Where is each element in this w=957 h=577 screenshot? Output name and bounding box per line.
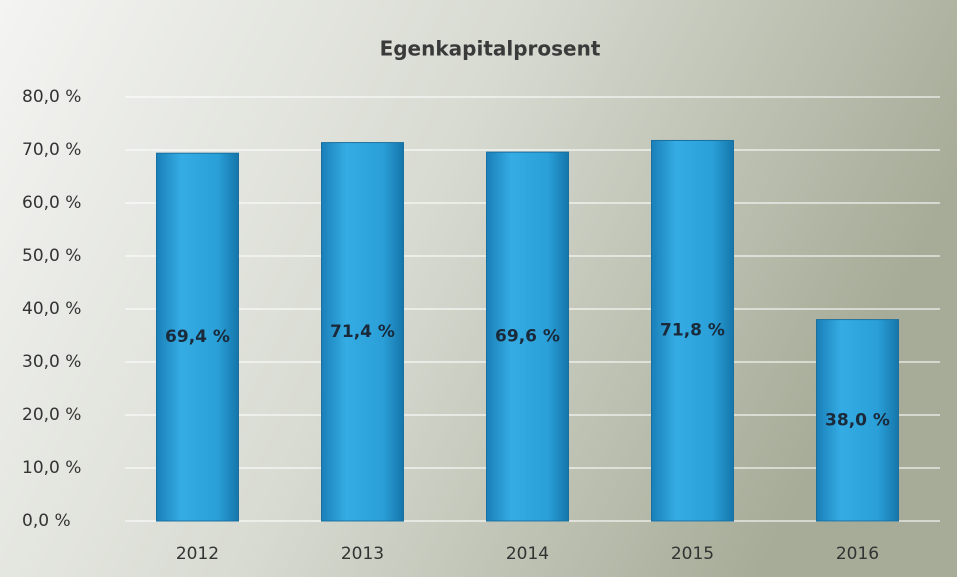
data-label: 69,4 % — [165, 327, 230, 347]
x-tick-label: 2015 — [671, 544, 714, 564]
x-tick-label: 2014 — [506, 544, 549, 564]
bar — [486, 151, 569, 522]
y-tick-label: 10,0 % — [22, 458, 81, 478]
y-tick-label: 20,0 % — [22, 405, 81, 425]
x-tick-label: 2013 — [341, 544, 384, 564]
data-label: 38,0 % — [825, 410, 890, 430]
y-tick-label: 70,0 % — [22, 140, 81, 160]
x-tick-label: 2012 — [176, 544, 219, 564]
bar — [651, 139, 734, 522]
x-tick-label: 2016 — [836, 544, 879, 564]
data-label: 71,4 % — [330, 322, 395, 342]
data-label: 71,8 % — [660, 321, 725, 341]
y-tick-label: 0,0 % — [22, 511, 71, 531]
y-tick-label: 40,0 % — [22, 299, 81, 319]
y-tick-label: 80,0 % — [22, 87, 81, 107]
y-tick-label: 30,0 % — [22, 352, 81, 372]
chart-title: Egenkapitalprosent — [380, 37, 601, 61]
data-label: 69,6 % — [495, 327, 560, 347]
y-tick-label: 50,0 % — [22, 246, 81, 266]
bar — [156, 152, 239, 522]
bar — [321, 142, 404, 522]
bar — [816, 319, 899, 522]
y-tick-label: 60,0 % — [22, 193, 81, 213]
